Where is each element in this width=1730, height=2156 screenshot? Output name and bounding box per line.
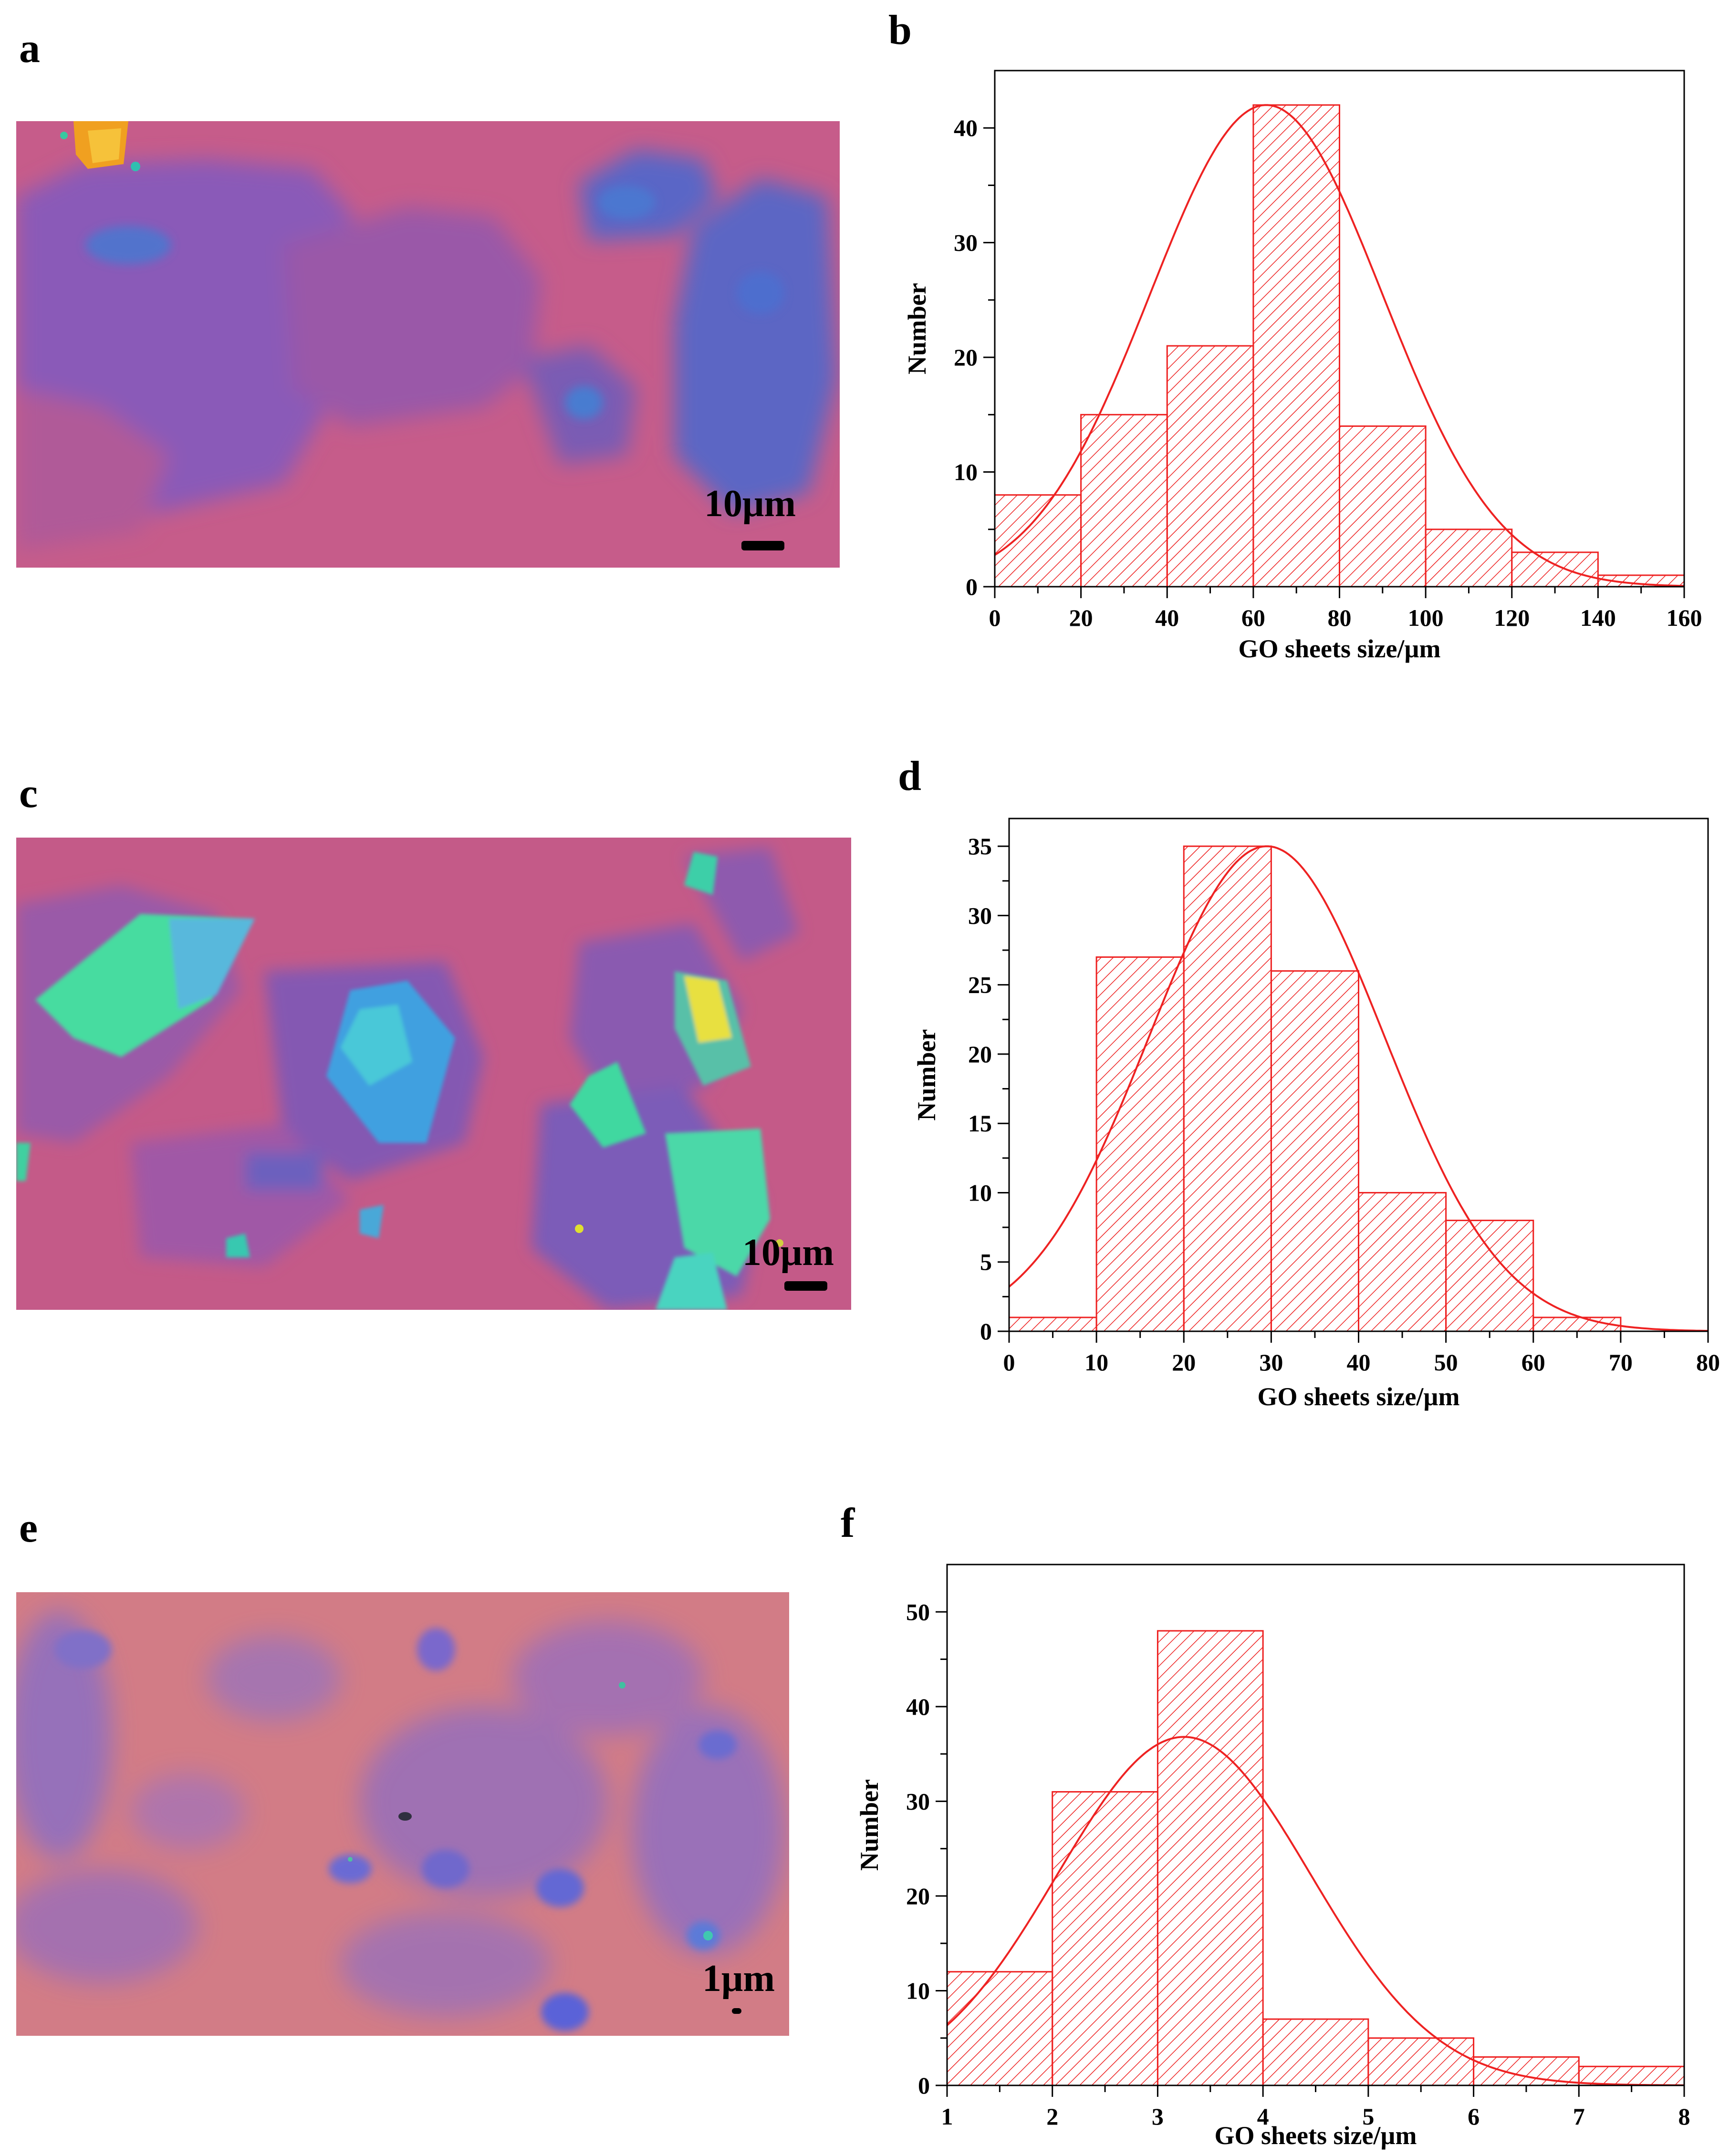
gaussian-fit-curve xyxy=(1009,845,1708,1331)
panel-label-b: b xyxy=(888,7,912,53)
micrograph-c: 10μm xyxy=(16,838,851,1310)
panel-label-e: e xyxy=(19,1505,38,1551)
x-tick-label: 4 xyxy=(1257,2103,1269,2130)
x-axis-title: GO sheets size/µm xyxy=(1257,1382,1459,1411)
y-tick-label: 0 xyxy=(980,1318,992,1345)
x-tick-label: 120 xyxy=(1494,604,1530,631)
y-tick-label: 35 xyxy=(968,833,992,860)
x-axis-title: GO sheets size/µm xyxy=(1238,634,1440,663)
x-tick-label: 80 xyxy=(1328,604,1352,631)
histogram-chart-f: 1 2 3 4 5 6 7 8 0 10 20 30 40 50 GO sheets size/µm Numb… xyxy=(854,1545,1718,2156)
y-tick-label: 10 xyxy=(954,459,978,486)
x-tick-label: 1 xyxy=(941,2103,953,2130)
histogram-bar xyxy=(1270,970,1359,1332)
x-tick-label: 0 xyxy=(1003,1349,1015,1376)
gaussian-fit-curve xyxy=(947,1736,1684,2085)
histogram-bar xyxy=(1425,529,1513,588)
micrograph-e: 1μm xyxy=(16,1592,789,2036)
y-tick-label: 0 xyxy=(918,2072,930,2099)
x-tick-label: 80 xyxy=(1696,1349,1720,1376)
x-tick-label: 6 xyxy=(1468,2103,1480,2130)
x-tick-label: 40 xyxy=(1347,1349,1371,1376)
x-tick-label: 2 xyxy=(1046,2103,1058,2130)
y-tick-label: 20 xyxy=(968,1041,992,1068)
x-tick-label: 30 xyxy=(1259,1349,1283,1376)
scale-bar-label-e: 1μm xyxy=(702,1958,775,2000)
y-tick-label: 30 xyxy=(968,902,992,929)
histogram-svg-f: 1 2 3 4 5 6 7 8 0 10 20 30 40 50 GO sheets size/µm Numb… xyxy=(855,1564,1690,2150)
scale-bar-e xyxy=(732,2008,741,2014)
scale-bar-c xyxy=(784,1281,827,1291)
histogram-bar xyxy=(1358,1192,1447,1332)
histogram-bar xyxy=(1095,956,1185,1332)
x-tick-label: 160 xyxy=(1667,604,1702,631)
scale-bar-label-c: 10μm xyxy=(742,1232,834,1274)
histogram-bar xyxy=(1157,1630,1264,2086)
histogram-bar xyxy=(1052,1791,1158,2086)
x-tick-label: 10 xyxy=(1084,1349,1108,1376)
y-tick-label: 5 xyxy=(980,1249,992,1275)
x-tick-label: 3 xyxy=(1152,2103,1164,2130)
y-tick-label: 50 xyxy=(906,1598,930,1625)
y-tick-label: 0 xyxy=(966,573,978,600)
y-tick-label: 30 xyxy=(954,229,978,256)
y-tick-label: 30 xyxy=(906,1788,930,1814)
x-tick-label: 20 xyxy=(1172,1349,1196,1376)
histogram-bar xyxy=(1578,2065,1685,2086)
panel-label-a: a xyxy=(19,25,40,72)
histogram-bar xyxy=(1166,345,1254,588)
y-tick-label: 20 xyxy=(954,344,978,371)
panel-label-d: d xyxy=(898,753,921,799)
histogram-bar xyxy=(1511,551,1599,588)
x-tick-label: 5 xyxy=(1362,2103,1374,2130)
gaussian-fit-curve xyxy=(995,104,1684,587)
histogram-svg-b: 0 20 40 60 80 100 120 140 160 0 10 20 30 40 GO sheets … xyxy=(903,70,1702,663)
histogram-bar xyxy=(1339,425,1427,588)
histogram-bar xyxy=(1252,104,1340,588)
histogram-bar xyxy=(1445,1220,1534,1332)
histogram-bar xyxy=(1080,414,1168,588)
scale-bar-a xyxy=(741,541,784,550)
x-tick-label: 8 xyxy=(1678,2103,1690,2130)
panel-label-f: f xyxy=(841,1500,855,1546)
y-axis-title: Number xyxy=(855,1779,884,1871)
x-tick-label: 70 xyxy=(1609,1349,1633,1376)
x-tick-label: 40 xyxy=(1155,604,1179,631)
histogram-bar xyxy=(994,494,1082,588)
micrograph-a: 10μm xyxy=(16,121,840,568)
y-tick-label: 15 xyxy=(968,1110,992,1137)
x-tick-label: 7 xyxy=(1573,2103,1585,2130)
histogram-chart-d: 0 10 20 30 40 50 60 70 80 0 5 10 15 20 25 30 35 GO sheets… xyxy=(897,809,1720,1424)
y-tick-label: 10 xyxy=(906,1977,930,2004)
x-axis-title: GO sheets size/µm xyxy=(1214,2121,1417,2150)
x-tick-label: 60 xyxy=(1241,604,1265,631)
x-tick-label: 50 xyxy=(1434,1349,1458,1376)
histogram-svg-d: 0 10 20 30 40 50 60 70 80 0 5 10 15 20 25 30 35 GO sheets… xyxy=(912,818,1720,1411)
histogram-bar xyxy=(1183,845,1272,1332)
scale-bar-label-a: 10μm xyxy=(704,483,796,525)
histogram-bar xyxy=(1262,2018,1369,2086)
y-axis-title: Number xyxy=(912,1029,941,1121)
y-axis-title: Number xyxy=(903,283,931,374)
y-tick-label: 40 xyxy=(954,114,978,141)
y-tick-label: 40 xyxy=(906,1693,930,1720)
x-tick-label: 100 xyxy=(1408,604,1444,631)
x-tick-label: 20 xyxy=(1069,604,1093,631)
y-tick-label: 10 xyxy=(968,1179,992,1206)
y-tick-label: 20 xyxy=(906,1883,930,1909)
y-tick-label: 25 xyxy=(968,972,992,998)
histogram-bar xyxy=(1367,2037,1475,2086)
panel-label-c: c xyxy=(19,770,38,817)
x-tick-label: 140 xyxy=(1580,604,1616,631)
histogram-bar xyxy=(1008,1316,1097,1332)
x-tick-label: 0 xyxy=(989,604,1001,631)
histogram-bar xyxy=(946,1971,1053,2086)
histogram-chart-b: 0 20 40 60 80 100 120 140 160 0 10 20 30 40 GO sheets … xyxy=(897,56,1718,676)
x-tick-label: 60 xyxy=(1522,1349,1545,1376)
